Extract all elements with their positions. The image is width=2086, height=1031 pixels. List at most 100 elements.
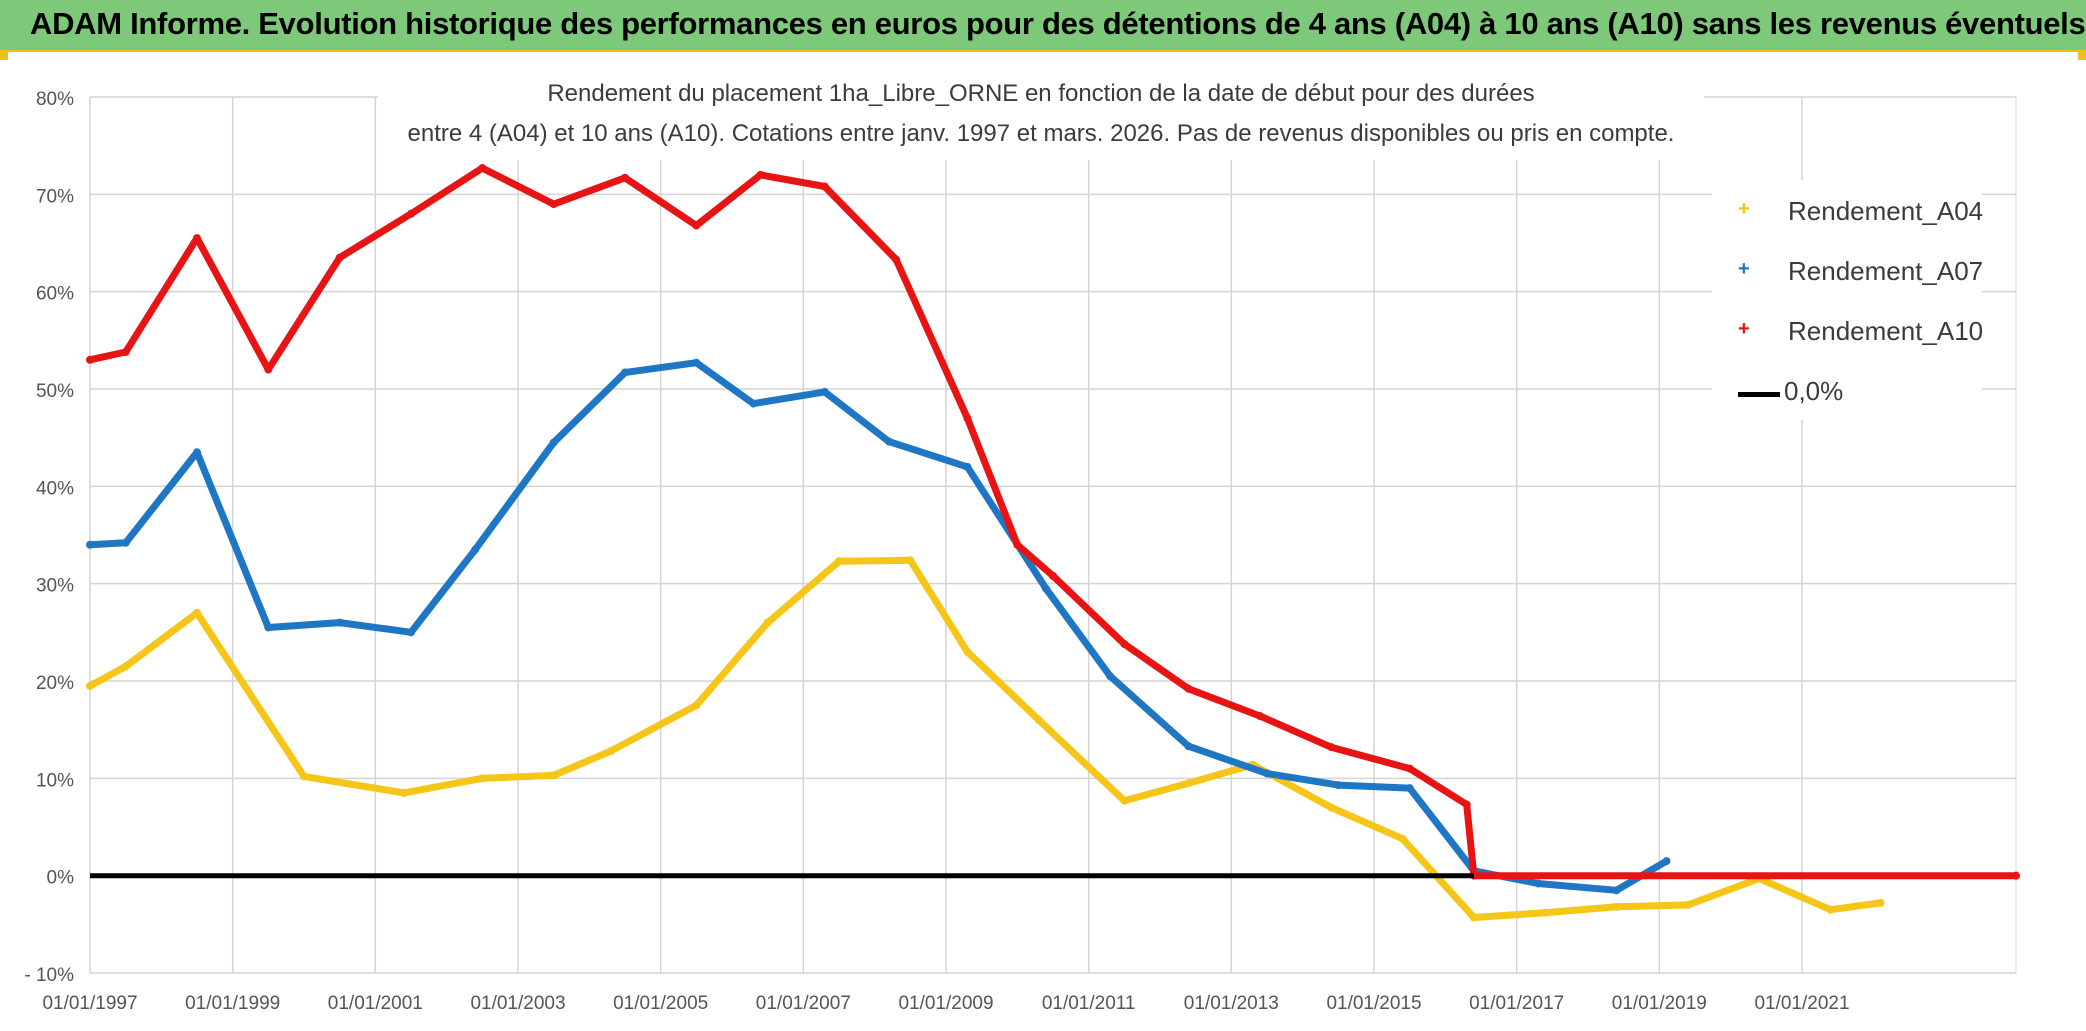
x-tick-label: 01/01/2003	[470, 993, 565, 1014]
x-tick-label: 01/01/2015	[1326, 993, 1421, 1014]
x-tick-label: 01/01/2007	[756, 993, 851, 1014]
series-line-2	[86, 359, 1670, 894]
legend-marker-a04-icon: +	[1738, 198, 1750, 220]
chart-title-line-2: entre 4 (A04) et 10 ans (A10). Cotations…	[407, 120, 1675, 147]
page-banner: ADAM Informe. Evolution historique des p…	[0, 0, 2086, 52]
data-point-series-2	[1534, 879, 1543, 888]
data-point-series-3	[121, 348, 130, 357]
data-point-series-2	[264, 623, 273, 632]
data-point-series-3	[892, 255, 901, 264]
data-point-series-3	[820, 182, 829, 191]
data-point-series-1	[906, 556, 915, 565]
x-tick-label: 01/01/1997	[42, 993, 137, 1014]
legend-line-zero	[1738, 392, 1780, 397]
y-tick-label: 80%	[36, 89, 74, 110]
x-tick-label: 01/01/2021	[1754, 993, 1849, 1014]
y-tick-label: - 10%	[24, 965, 74, 986]
data-point-series-2	[1405, 784, 1414, 793]
page-title: ADAM Informe. Evolution historique des p…	[30, 6, 2086, 41]
banner-corner-left	[0, 52, 8, 60]
legend-marker-a07-icon: +	[1738, 258, 1750, 280]
data-point-series-1	[1034, 715, 1043, 724]
y-tick-label: 60%	[36, 284, 74, 305]
data-point-series-3	[1120, 640, 1129, 649]
data-point-series-2	[621, 368, 629, 377]
legend-item-a07: + Rendement_A07	[1712, 254, 1983, 294]
data-point-series-2	[549, 438, 558, 447]
data-point-series-2	[1662, 857, 1671, 866]
banner-corner-right	[2078, 52, 2086, 60]
y-tick-label: 40%	[36, 478, 74, 499]
data-point-series-3	[756, 170, 765, 179]
x-tick-label: 01/01/2013	[1184, 993, 1279, 1014]
data-point-series-3	[963, 414, 972, 423]
x-tick-label: 01/01/2019	[1612, 993, 1707, 1014]
data-point-series-1	[692, 701, 701, 710]
data-point-series-3	[621, 173, 629, 182]
data-point-series-3	[193, 234, 201, 243]
x-tick-label: 01/01/1999	[185, 993, 280, 1014]
data-point-series-2	[86, 540, 94, 549]
data-point-series-1	[399, 788, 408, 797]
data-point-series-2	[471, 545, 480, 554]
data-point-series-1	[1826, 905, 1835, 914]
data-point-series-3	[1255, 712, 1264, 721]
legend-item-a04: + Rendement_A04	[1712, 194, 1984, 234]
data-point-series-1	[1469, 913, 1478, 922]
x-tick-label: 01/01/2009	[898, 993, 993, 1014]
data-point-series-1	[606, 747, 615, 756]
y-tick-label: 50%	[36, 381, 74, 402]
data-point-series-3	[1049, 571, 1057, 580]
data-point-series-3	[1462, 800, 1471, 809]
data-point-series-1	[1612, 902, 1621, 911]
x-tick-label: 01/01/2011	[1042, 993, 1136, 1014]
data-point-series-2	[749, 399, 758, 408]
chart-title: Rendement du placement 1ha_Libre_ORNE en…	[378, 74, 1704, 160]
y-tick-label: 10%	[36, 770, 74, 791]
x-tick-label: 01/01/2017	[1469, 993, 1564, 1014]
data-point-series-2	[121, 538, 130, 547]
data-point-series-1	[963, 647, 972, 656]
data-point-series-3	[549, 200, 558, 209]
series-line-3	[86, 164, 2020, 880]
data-point-series-3	[407, 209, 415, 218]
data-point-series-1	[121, 662, 130, 671]
legend-label-a04: Rendement_A04	[1788, 196, 1984, 226]
data-point-series-1	[193, 608, 201, 617]
data-point-series-2	[963, 462, 972, 471]
data-point-series-3	[264, 365, 273, 374]
data-point-series-2	[1184, 742, 1193, 751]
data-point-series-2	[1263, 769, 1271, 778]
data-point-series-2	[1612, 886, 1621, 895]
data-point-series-3	[335, 253, 344, 262]
data-point-series-3	[1013, 540, 1022, 549]
data-point-series-3	[86, 355, 94, 364]
y-tick-label: 70%	[36, 186, 74, 207]
y-tick-label: 0%	[47, 868, 75, 889]
data-point-series-2	[884, 437, 893, 446]
chart-legend: + Rendement_A04 + Rendement_A07 + Rendem…	[1712, 180, 1984, 420]
data-point-series-3	[2012, 871, 2020, 880]
data-point-series-1	[1120, 796, 1129, 805]
data-point-series-1	[1327, 803, 1336, 812]
data-point-series-2	[193, 448, 201, 457]
data-point-series-2	[407, 628, 415, 637]
chart-title-line-1: Rendement du placement 1ha_Libre_ORNE en…	[547, 80, 1535, 107]
data-point-series-3	[1184, 684, 1193, 693]
legend-label-zero: 0,0%	[1784, 376, 1844, 406]
legend-item-zero: 0,0%	[1712, 374, 1982, 414]
data-point-series-1	[86, 681, 94, 690]
legend-item-a10: + Rendement_A10	[1712, 314, 1983, 354]
data-point-series-3	[478, 164, 487, 173]
y-tick-label: 20%	[36, 673, 74, 694]
data-point-series-1	[1683, 900, 1692, 909]
data-point-series-2	[1106, 672, 1115, 681]
data-point-series-3	[692, 221, 701, 230]
data-point-series-2	[1334, 781, 1343, 790]
x-tick-label: 01/01/2001	[328, 993, 423, 1014]
y-tick-label: 30%	[36, 576, 74, 597]
data-point-series-1	[478, 774, 487, 783]
data-point-series-2	[692, 358, 701, 367]
data-point-series-1	[763, 618, 772, 627]
performance-chart: - 10% 0% 10% 20% 30% 40% 50% 60% 70% 80% 01/01/199…	[24, 89, 2020, 1014]
